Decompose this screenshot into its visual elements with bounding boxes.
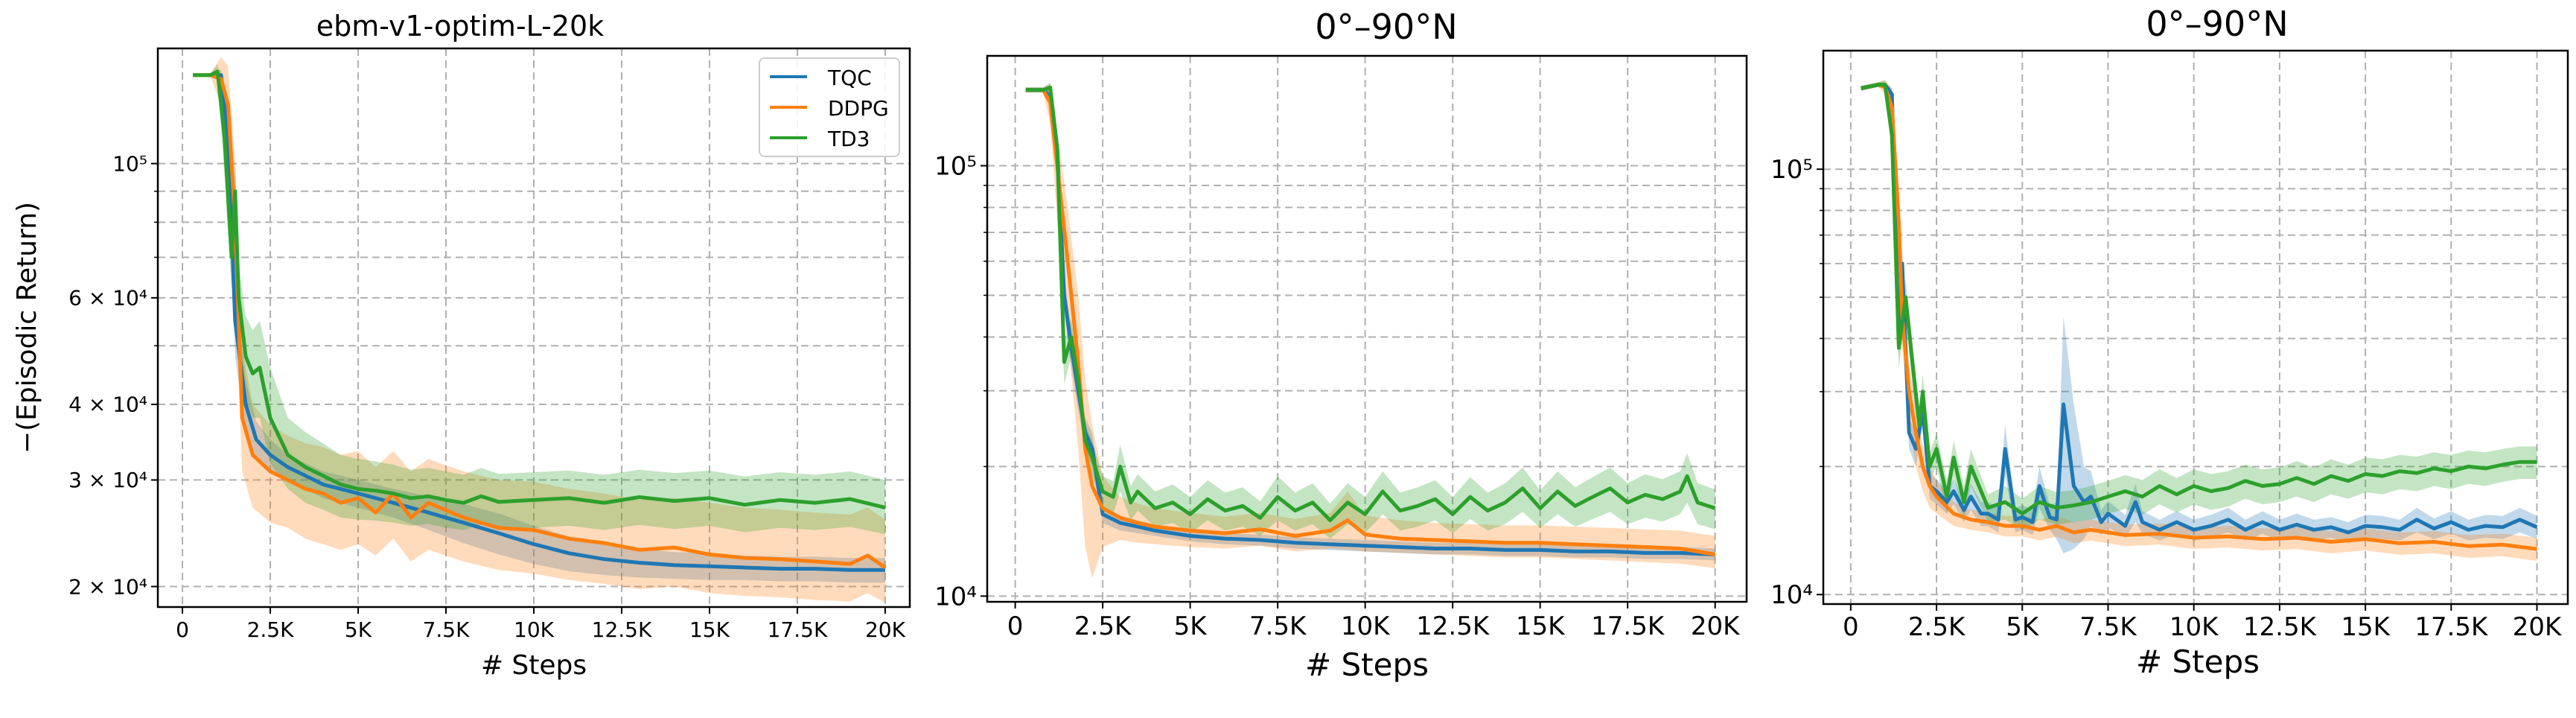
- series-line-ddpg: [1025, 88, 1716, 556]
- x-tick-label: 0: [1007, 611, 1024, 641]
- band-td3: [1861, 80, 2537, 530]
- series-line-td3: [1861, 83, 2537, 516]
- y-tick-label: 10⁴: [934, 582, 977, 611]
- panel-2-x-axis-label: # Steps: [1305, 646, 1429, 683]
- x-tick-label: 5K: [345, 617, 372, 642]
- panel-3-ticks: 0 2.5K 5K 7.5K 10K 12.5K 15K 17.5K 20K 10⁴ 10⁵: [1770, 155, 2563, 642]
- panel-1-bands: [193, 57, 885, 603]
- x-tick-label: 20K: [1691, 611, 1741, 641]
- x-tick-label: 15K: [1516, 611, 1566, 641]
- series-line-ddpg: [193, 73, 887, 570]
- legend-label-tqc: TQC: [827, 66, 872, 90]
- x-tick-label: 10K: [2169, 612, 2219, 642]
- y-tick-label: 10⁵: [1770, 155, 1813, 185]
- legend: TQC DDPG TD3: [759, 57, 900, 157]
- x-tick-label: 20K: [2513, 612, 2563, 642]
- x-tick-label: 17.5K: [768, 617, 828, 642]
- series-line-ddpg: [1861, 83, 2537, 551]
- panel-2: 0°–90°N 0 2.5K 5K 7.5K 10K 12.5K 15K 17.5K 20K 10…: [934, 7, 1748, 683]
- x-tick-label: 15K: [689, 617, 730, 642]
- x-tick-label: 7.5K: [423, 617, 471, 642]
- legend-frame: [759, 57, 900, 157]
- y-tick-label: 4 × 10⁴: [68, 393, 147, 417]
- x-tick-label: 12.5K: [1416, 611, 1491, 641]
- panel-2-bands: [1025, 82, 1715, 579]
- x-tick-label: 5K: [1174, 611, 1208, 641]
- panel-1-x-axis-label: # Steps: [481, 650, 587, 681]
- x-tick-label: 5K: [2006, 612, 2040, 642]
- panel-3: 0°–90°N 0 2.5K 5K 7.5K 10K 12.5K 15K 17.5K 20K 10…: [1770, 4, 2569, 680]
- panel-2-ticks: 0 2.5K 5K 7.5K 10K 12.5K 15K 17.5K 20K 10⁴ 10⁵: [934, 151, 1741, 641]
- x-tick-label: 12.5K: [592, 617, 652, 642]
- x-tick-label: 17.5K: [2414, 612, 2489, 642]
- x-tick-label: 12.5K: [2243, 612, 2318, 642]
- x-tick-label: 2.5K: [1074, 611, 1132, 641]
- x-tick-label: 7.5K: [1249, 611, 1307, 641]
- x-tick-label: 15K: [2341, 612, 2391, 642]
- panel-3-x-axis-label: # Steps: [2136, 644, 2260, 680]
- x-tick-label: 20K: [865, 617, 906, 642]
- band-ddpg: [193, 57, 885, 603]
- panel-1-y-axis-label: −(Episodic Return): [12, 202, 42, 454]
- panel-1-lines: [193, 69, 887, 572]
- x-tick-label: 10K: [1341, 611, 1391, 641]
- legend-label-ddpg: DDPG: [828, 96, 889, 121]
- x-tick-label: 2.5K: [247, 617, 295, 642]
- x-tick-label: 17.5K: [1591, 611, 1665, 641]
- series-line-td3: [1025, 85, 1716, 523]
- panel-2-plot-frame: [986, 54, 1748, 603]
- y-tick-label: 10⁴: [1770, 580, 1813, 610]
- band-td3: [193, 64, 885, 535]
- panel-2-title: 0°–90°N: [1315, 7, 1457, 47]
- series-line-tqc: [1025, 88, 1715, 556]
- x-tick-label: 10K: [514, 617, 555, 642]
- y-tick-label: 6 × 10⁴: [68, 286, 147, 311]
- band-td3: [1025, 82, 1715, 539]
- x-tick-label: 0: [176, 617, 189, 642]
- panel-3-grid: [1823, 51, 2568, 604]
- panel-3-plot-frame: [1822, 49, 2569, 606]
- y-tick-label: 2 × 10⁴: [68, 574, 147, 599]
- y-tick-label: 10⁵: [112, 151, 147, 176]
- x-tick-label: 0: [1843, 612, 1859, 642]
- y-tick-label: 3 × 10⁴: [68, 468, 147, 492]
- legend-label-td3: TD3: [827, 127, 870, 151]
- panel-2-grid: [987, 56, 1747, 602]
- panel-3-title: 0°–90°N: [2146, 4, 2288, 44]
- panel-1-ticks: 0 2.5K 5K 7.5K 10K 12.5K 15K 17.5K 20K 2 × 10⁴ 3 ×…: [68, 151, 906, 642]
- band-ddpg: [1025, 83, 1715, 579]
- x-tick-label: 2.5K: [1908, 612, 1966, 642]
- panel-3-lines: [1861, 83, 2538, 551]
- series-line-td3: [193, 69, 886, 510]
- x-tick-label: 7.5K: [2079, 612, 2137, 642]
- panel-1-grid: [158, 48, 910, 607]
- panel-1-title: ebm-v1-optim-L-20k: [316, 10, 604, 42]
- panel-2-lines: [1025, 85, 1716, 556]
- y-tick-label: 10⁵: [934, 151, 977, 181]
- panel-1: ebm-v1-optim-L-20k 0 2.5K 5K 7.5K 10K 12.5K 15…: [12, 10, 911, 681]
